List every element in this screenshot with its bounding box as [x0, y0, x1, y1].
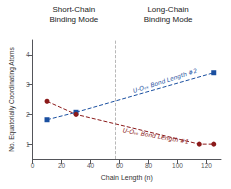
- svg-text:120: 120: [201, 162, 212, 169]
- svg-text:0: 0: [31, 162, 35, 169]
- svg-text:3: 3: [26, 81, 30, 88]
- svg-text:4: 4: [26, 51, 30, 58]
- svg-text:60: 60: [116, 162, 124, 169]
- svg-text:1: 1: [26, 141, 30, 148]
- svg-text:Chain Length (n): Chain Length (n): [101, 174, 153, 182]
- svg-text:Short-Chain: Short-Chain: [52, 5, 95, 14]
- svg-text:U-Oₑₖ Bond Length #1: U-Oₑₖ Bond Length #1: [122, 126, 189, 146]
- svg-text:U-Oₑₖ Bond Length #2: U-Oₑₖ Bond Length #2: [132, 67, 198, 95]
- svg-text:Binding Mode: Binding Mode: [49, 15, 98, 24]
- svg-text:20: 20: [58, 162, 66, 169]
- svg-text:Long-Chain: Long-Chain: [147, 5, 188, 14]
- svg-text:100: 100: [172, 162, 183, 169]
- svg-text:No. Equatorially Coordinating: No. Equatorially Coordinating Atoms: [8, 47, 16, 152]
- svg-text:80: 80: [145, 162, 153, 169]
- svg-text:Binding Mode: Binding Mode: [144, 15, 193, 24]
- svg-text:2: 2: [26, 111, 30, 118]
- svg-text:40: 40: [87, 162, 95, 169]
